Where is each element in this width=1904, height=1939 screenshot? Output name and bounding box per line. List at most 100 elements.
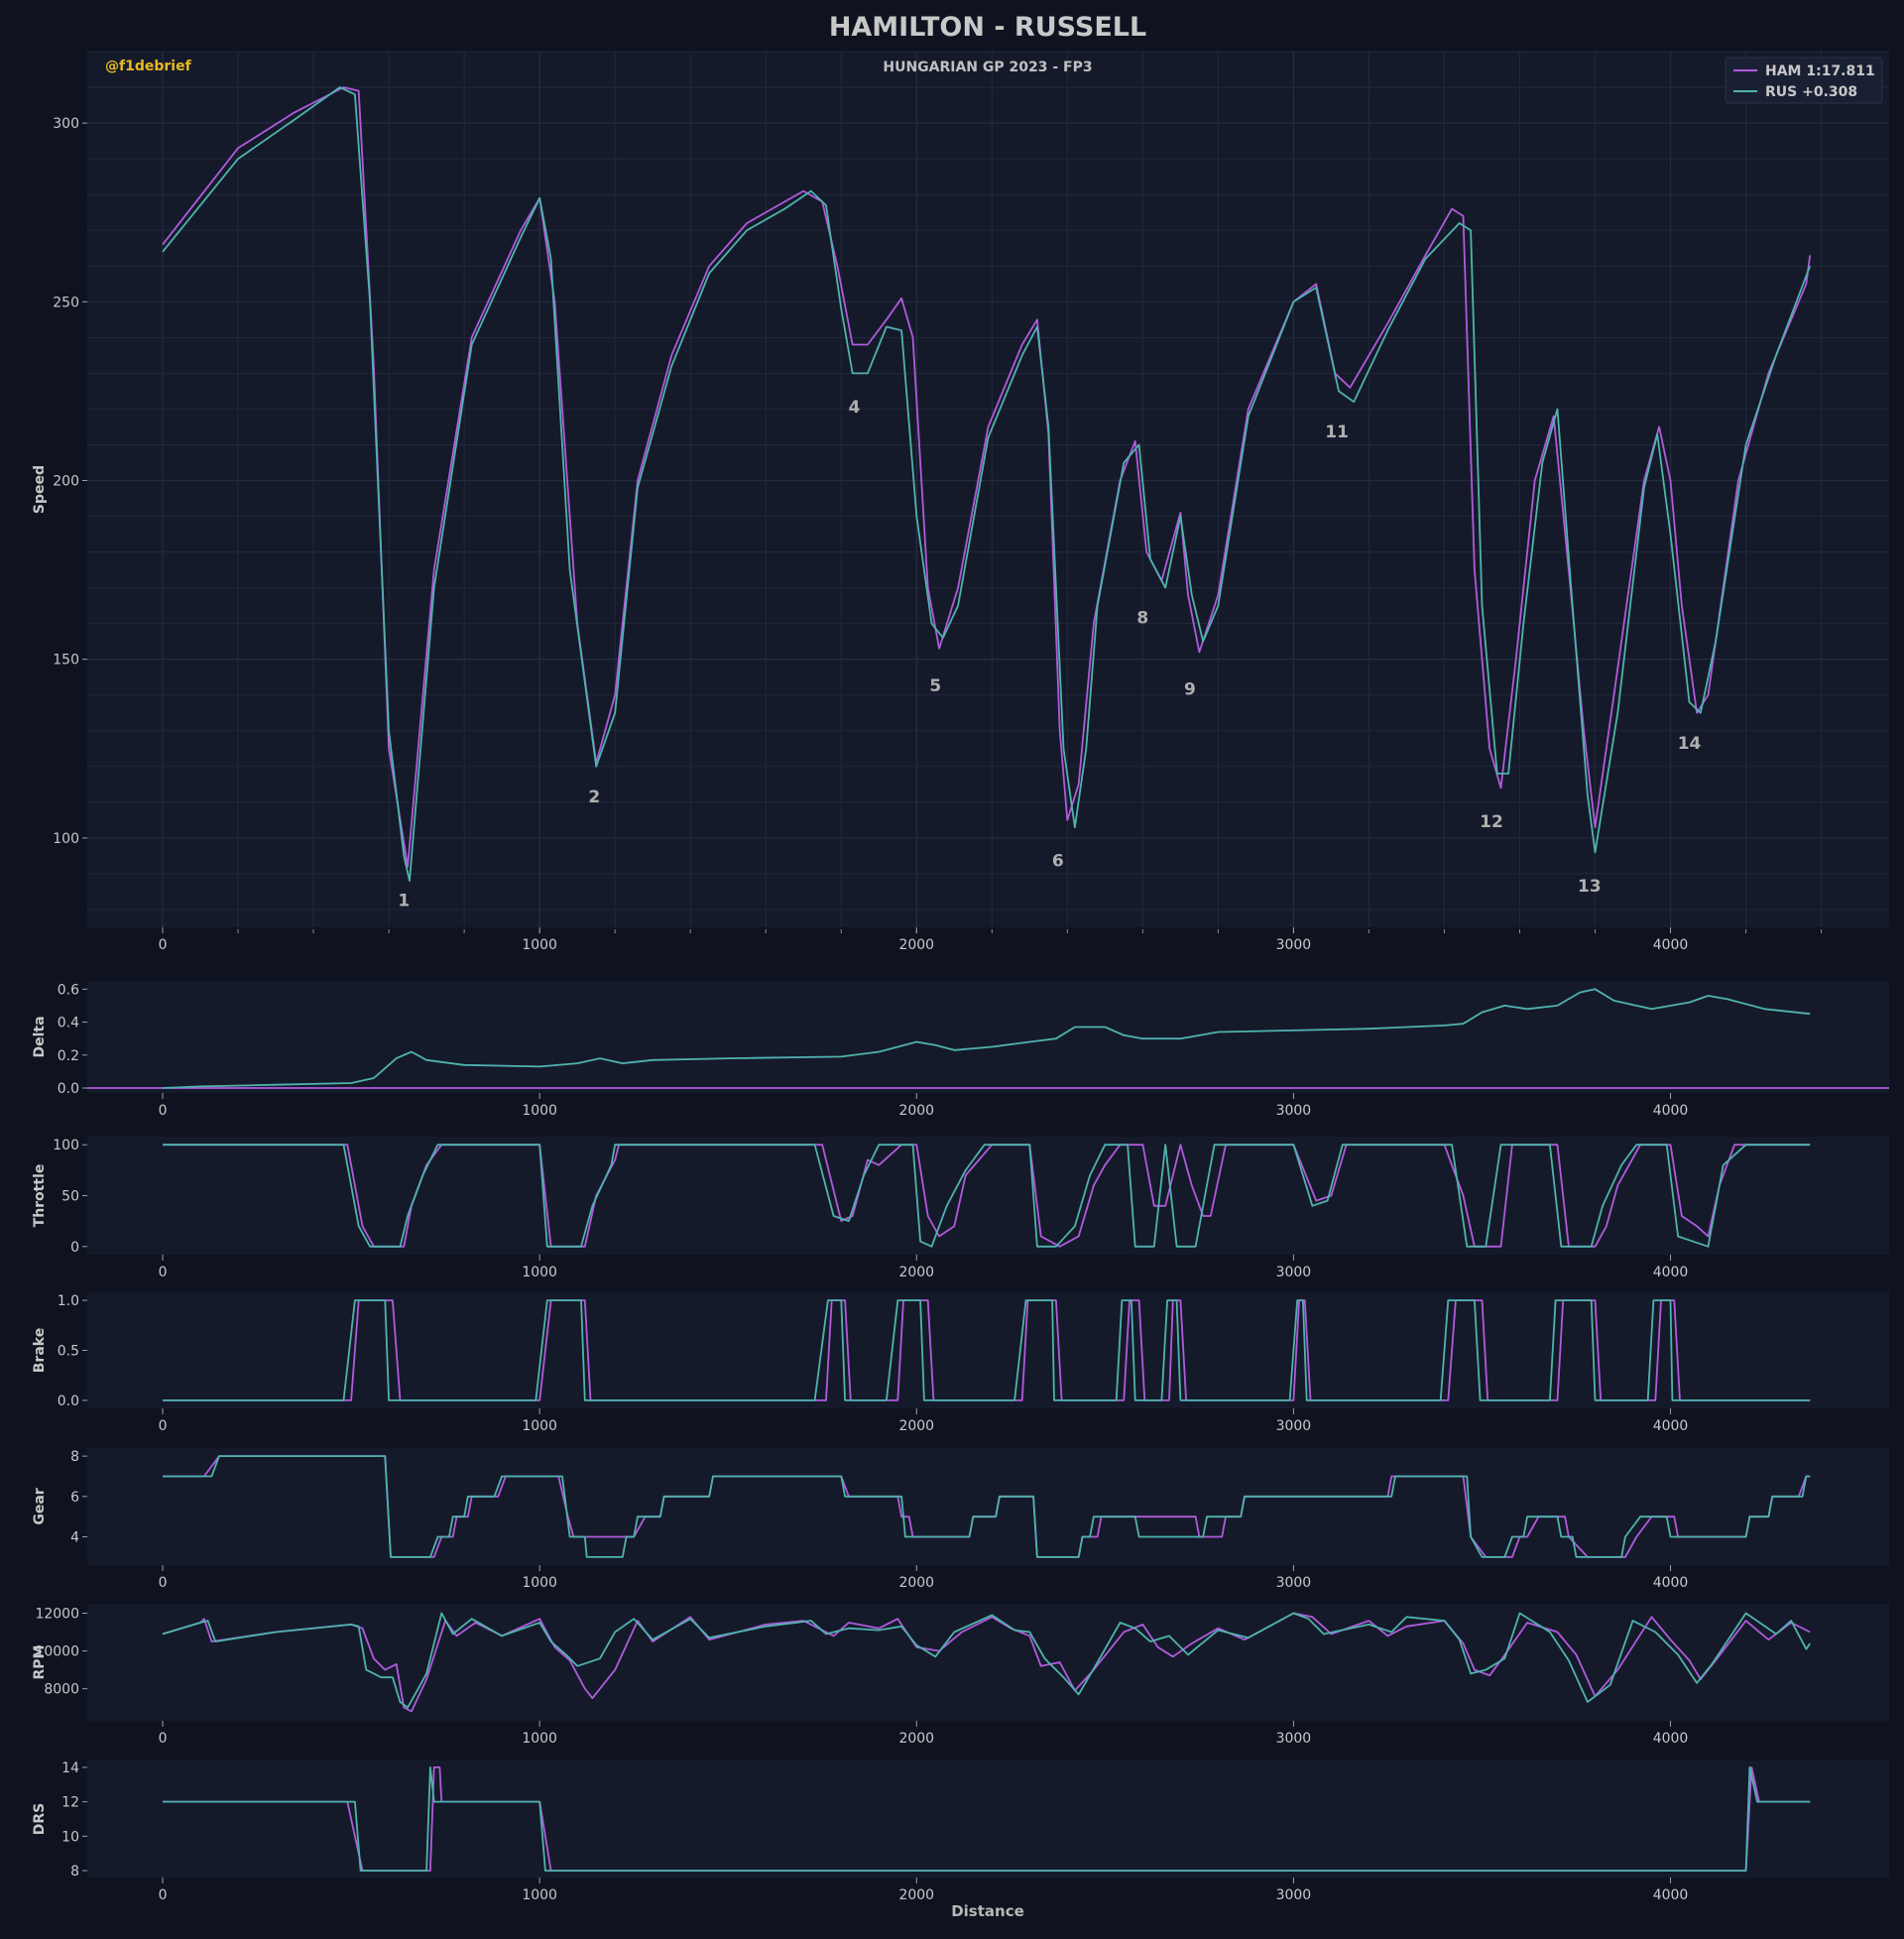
corner-label-1: 1 [398,891,410,910]
panel-1-y-label: Delta [32,1016,48,1057]
panel-5-y-label: RPM [32,1645,48,1680]
panel-3-y-label: Brake [32,1328,48,1373]
panel-3-y-tick-label: 0.5 [58,1344,79,1360]
panel-0-y-tick-label: 200 [53,473,79,489]
corner-label-6: 6 [1052,852,1064,872]
panel-0-series-rus-line [162,86,1812,882]
panel-0-x-tick-label: 4000 [1653,937,1689,953]
panel-6-y-tick-label: 10 [61,1829,79,1845]
panel-6-y-label: DRS [32,1803,48,1835]
chart-subtitle: HUNGARIAN GP 2023 - FP3 [883,60,1092,75]
panel-0-y-tick-label: 250 [53,295,79,310]
panel-6-series-rus-line [163,1766,1811,1872]
panel-0-background [87,52,1889,927]
panel-6-x-tick-label: 2000 [898,1887,934,1903]
panel-2-x-tick-label: 2000 [898,1265,934,1280]
panel-0-y-label: Speed [32,465,48,514]
panel-4-y-tick-label: 6 [70,1490,79,1506]
panel-3-x-tick-label: 0 [159,1418,168,1434]
watermark: @f1debrief [105,59,192,74]
panel-6-y-tick-label: 12 [61,1795,79,1811]
panel-0-x-tick-label: 1000 [522,937,557,953]
corner-label-2: 2 [588,788,600,807]
panel-5-series-rus-line [162,1612,1811,1709]
panel-0-y-tick-label: 300 [53,116,79,132]
panel-2-y-tick-label: 50 [61,1189,79,1205]
panel-5-x-tick-label: 4000 [1653,1731,1689,1747]
corner-label-14: 14 [1678,734,1702,754]
corner-label-4: 4 [849,398,861,418]
panel-5-x-tick-label: 0 [159,1731,168,1747]
panel-3-x-tick-label: 2000 [898,1418,934,1434]
panel-0-x-tick-label: 3000 [1276,937,1312,953]
panel-5-y-tick-label: 8000 [44,1682,79,1698]
panel-3-x-tick-label: 1000 [522,1418,557,1434]
panel-1-x-tick-label: 0 [159,1103,168,1119]
panel-1-y-tick-label: 0.4 [58,1016,79,1031]
panel-6-x-tick-label: 3000 [1276,1887,1312,1903]
corner-label-8: 8 [1136,609,1148,629]
panel-4-x-tick-label: 0 [159,1575,168,1591]
panel-1-x-tick-label: 1000 [522,1103,557,1119]
panel-4-series-rus-line [163,1455,1811,1558]
corner-label-11: 11 [1325,423,1349,442]
panel-4-y-label: Gear [32,1488,48,1524]
panel-6-y-tick-label: 8 [70,1864,79,1879]
panel-2-series-rus-line [163,1144,1811,1248]
panel-5-x-tick-label: 2000 [898,1731,934,1747]
panel-2-x-tick-label: 4000 [1653,1265,1689,1280]
panel-0-x-tick-label: 0 [159,937,168,953]
panel-5-y-tick-label: 12000 [35,1607,79,1623]
panel-6-y-tick-label: 14 [61,1760,79,1776]
panel-6-x-tick-label: 1000 [522,1887,557,1903]
panel-6-background [87,1760,1889,1878]
panel-3-y-tick-label: 0.0 [58,1394,79,1409]
panel-4-y-tick-label: 4 [70,1530,79,1546]
panel-2-y-tick-label: 0 [70,1240,79,1256]
panel-6-x-tick-label: 4000 [1653,1887,1689,1903]
panel-1-x-tick-label: 3000 [1276,1103,1312,1119]
panel-6-x-tick-label: 0 [159,1887,168,1903]
panel-1-background [87,981,1889,1093]
panel-1-x-tick-label: 4000 [1653,1103,1689,1119]
panel-4-background [87,1448,1889,1565]
panel-0-x-tick-label: 2000 [898,937,934,953]
panel-1-y-tick-label: 0.2 [58,1048,79,1064]
panel-3-y-tick-label: 1.0 [58,1293,79,1309]
panel-2-background [87,1137,1889,1255]
panel-1-y-tick-label: 0.0 [58,1081,79,1097]
panel-4-y-tick-label: 8 [70,1449,79,1465]
panel-2-y-label: Throttle [32,1164,48,1228]
panel-3-series-ham-line [163,1299,1811,1401]
panel-2-x-tick-label: 1000 [522,1265,557,1280]
panel-4-x-tick-label: 4000 [1653,1575,1689,1591]
legend-entry-0: HAM 1:17.811 [1765,63,1875,79]
panel-5-x-tick-label: 3000 [1276,1731,1312,1747]
panel-1-series-rus-line [162,988,1811,1089]
panel-1-y-tick-label: 0.6 [58,982,79,998]
panel-3-x-tick-label: 3000 [1276,1418,1312,1434]
x-axis-label: Distance [951,1902,1024,1920]
corner-label-12: 12 [1480,812,1503,832]
chart-title: HAMILTON - RUSSELL [829,12,1146,43]
panel-0-y-tick-label: 150 [53,653,79,668]
legend-entry-1: RUS +0.308 [1765,84,1857,100]
legend-box [1725,57,1883,104]
corner-label-9: 9 [1184,680,1196,700]
panel-2-x-tick-label: 3000 [1276,1265,1312,1280]
panel-3-series-rus-line [163,1299,1811,1401]
corner-label-13: 13 [1578,877,1602,897]
panel-2-x-tick-label: 0 [159,1265,168,1280]
panel-4-x-tick-label: 3000 [1276,1575,1312,1591]
panel-4-x-tick-label: 2000 [898,1575,934,1591]
panel-5-y-tick-label: 10000 [35,1644,79,1660]
panel-5-x-tick-label: 1000 [522,1731,557,1747]
panel-1-x-tick-label: 2000 [898,1103,934,1119]
corner-label-5: 5 [929,676,941,696]
panel-0-y-tick-label: 100 [53,831,79,847]
panel-4-x-tick-label: 1000 [522,1575,557,1591]
panel-3-x-tick-label: 4000 [1653,1418,1689,1434]
panel-2-y-tick-label: 100 [53,1138,79,1153]
